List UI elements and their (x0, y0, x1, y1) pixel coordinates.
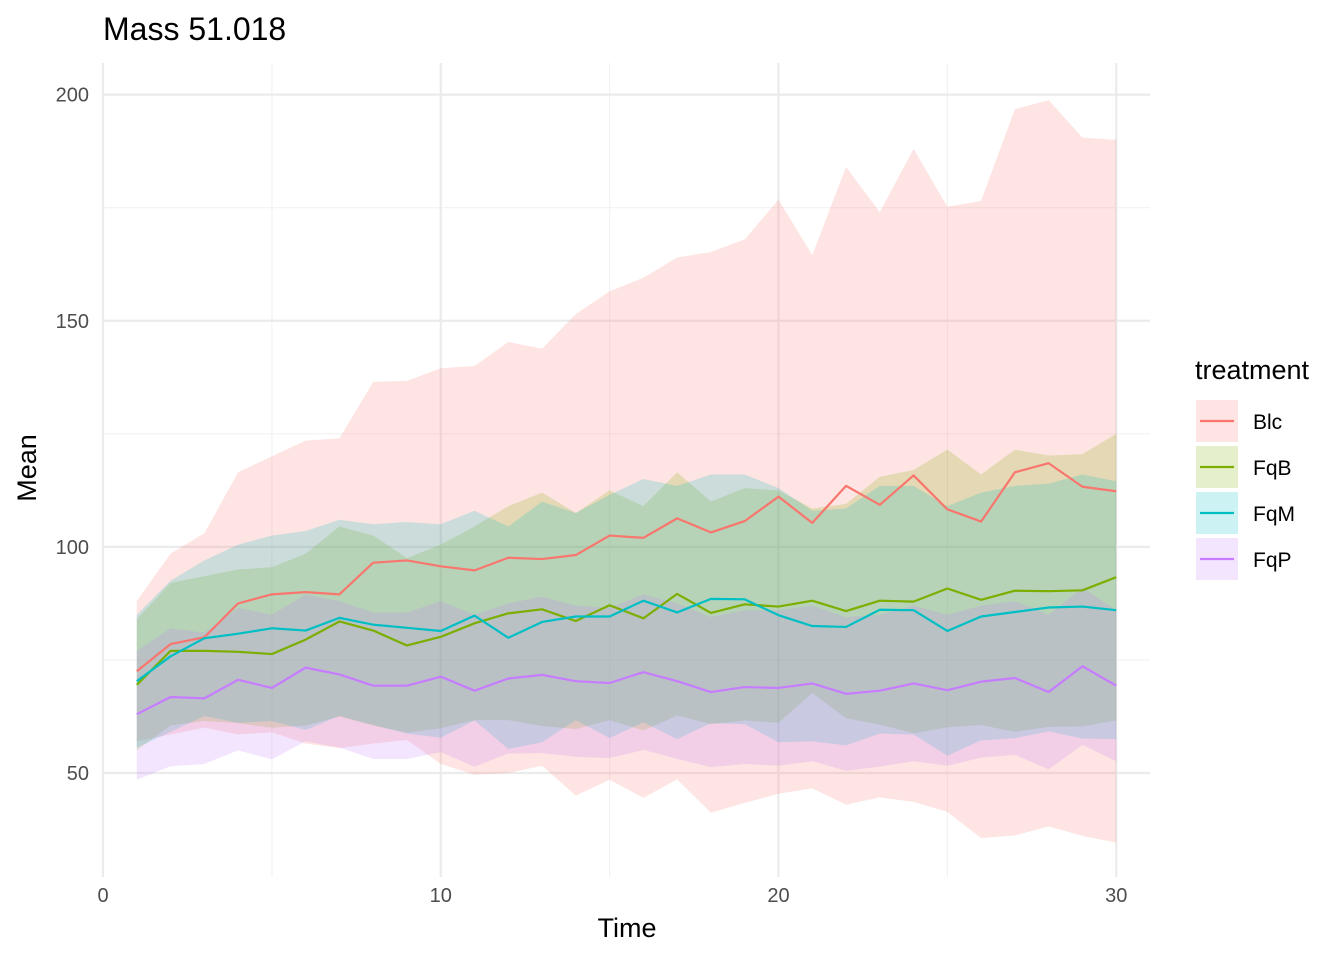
series-line-fqp (136, 665, 1117, 716)
x-tick-label: 0 (97, 885, 108, 907)
y-axis-ticks: 50 100 150 200 (56, 85, 89, 785)
x-tick-label: 30 (1105, 885, 1127, 907)
legend-item-blc: Blc (1196, 400, 1282, 442)
chart-title: Mass 51.018 (103, 11, 286, 47)
series-lines (135, 462, 1117, 716)
ribbon-blc (136, 100, 1117, 843)
x-axis-ticks: 0 10 20 30 (97, 885, 1127, 907)
y-tick-label: 100 (56, 537, 89, 559)
ribbon-fqp (136, 587, 1117, 780)
series-line-fqb (135, 576, 1117, 686)
legend-label: FqB (1253, 457, 1292, 480)
x-tick-label: 10 (430, 885, 452, 907)
y-tick-label: 200 (56, 85, 89, 107)
legend-item-fqb: FqB (1196, 446, 1292, 488)
legend-label: Blc (1253, 411, 1282, 434)
x-tick-label: 20 (767, 885, 789, 907)
legend-label: FqM (1253, 503, 1295, 526)
legend-label: FqP (1253, 549, 1292, 572)
ribbons (136, 100, 1117, 843)
legend-item-fqm: FqM (1196, 492, 1295, 534)
series-line-blc (136, 462, 1117, 673)
grid-minor (103, 63, 1150, 877)
legend-item-fqp: FqP (1196, 538, 1292, 580)
legend: treatment Blc FqB FqM FqP (1195, 355, 1310, 580)
x-axis-title: Time (598, 913, 657, 943)
y-axis-title: Mean (12, 434, 42, 502)
ribbon-fqb (136, 433, 1117, 751)
y-tick-label: 150 (56, 311, 89, 333)
grid-major (101, 63, 1150, 877)
legend-title: treatment (1195, 355, 1310, 385)
series-line-fqm (136, 597, 1117, 683)
y-tick-label: 50 (67, 763, 89, 785)
